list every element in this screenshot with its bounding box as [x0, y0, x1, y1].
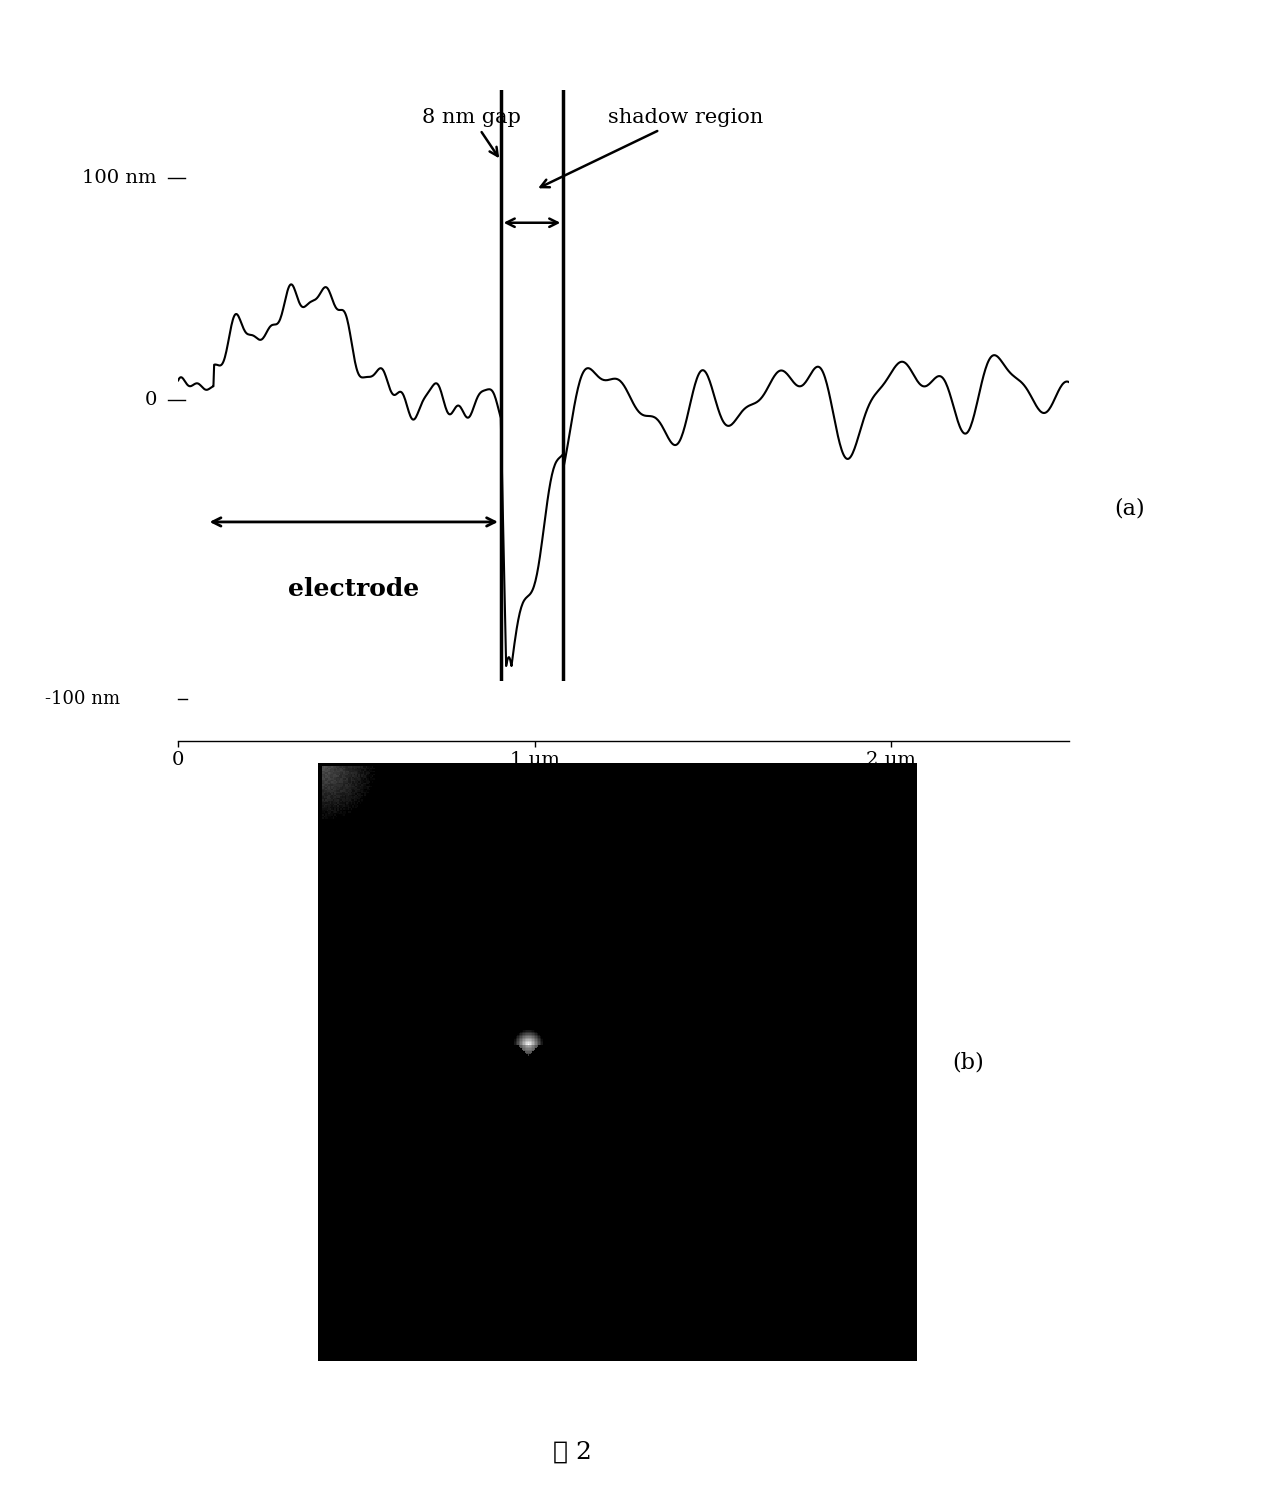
Text: electrode: electrode [288, 577, 419, 601]
Text: 100 nm: 100 nm [83, 169, 157, 187]
Text: 0: 0 [144, 390, 157, 408]
Text: 8 nm gap: 8 nm gap [423, 108, 521, 156]
Text: (b): (b) [952, 1052, 984, 1073]
Text: (a): (a) [1114, 498, 1144, 519]
Text: 图 2: 图 2 [554, 1441, 592, 1463]
Text: shadow region: shadow region [541, 108, 763, 187]
Text: -100 nm: -100 nm [45, 690, 121, 708]
